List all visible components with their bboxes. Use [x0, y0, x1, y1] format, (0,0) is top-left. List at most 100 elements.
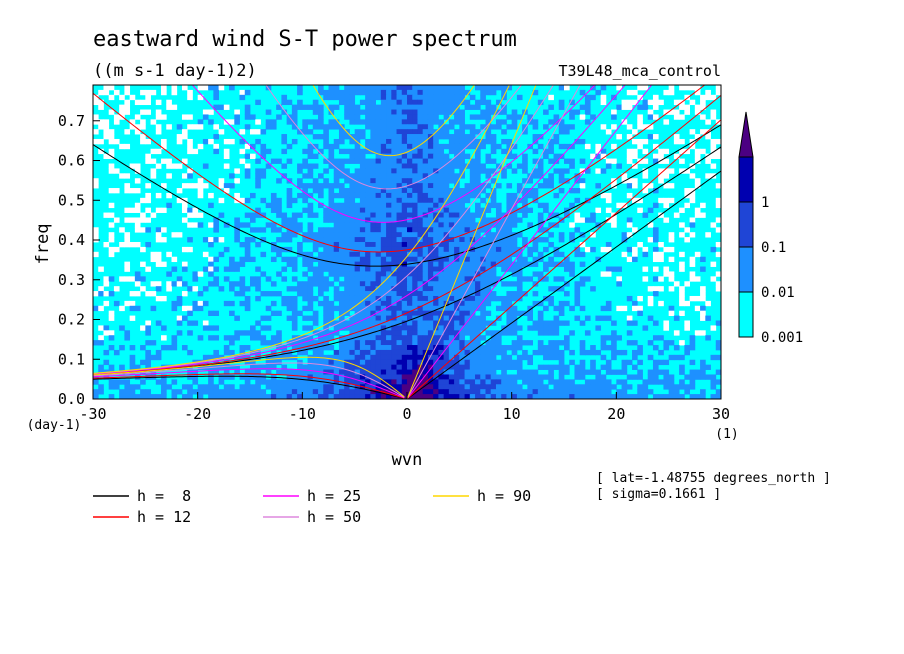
spectrum-cell	[401, 281, 408, 287]
spectrum-cell	[344, 242, 350, 248]
spectrum-cell	[668, 384, 675, 390]
spectrum-cell	[626, 183, 633, 189]
spectrum-cell	[307, 300, 314, 307]
spectrum-cell	[448, 197, 455, 204]
spectrum-cell	[480, 138, 486, 145]
spectrum-cell	[427, 153, 434, 159]
spectrum-cell	[710, 261, 717, 267]
spectrum-cell	[407, 109, 413, 115]
spectrum-cell	[365, 99, 371, 106]
spectrum-cell	[443, 168, 450, 174]
spectrum-cell	[501, 119, 507, 125]
spectrum-cell	[208, 119, 214, 125]
spectrum-cell	[328, 389, 335, 395]
spectrum-cell	[475, 261, 481, 267]
spectrum-cell	[600, 389, 607, 395]
spectrum-cell	[312, 188, 319, 194]
spectrum-cell	[255, 330, 261, 336]
spectrum-cell	[396, 291, 403, 297]
spectrum-cell	[454, 138, 460, 145]
spectrum-cell	[260, 173, 267, 179]
spectrum-cell	[213, 389, 219, 395]
spectrum-cell	[192, 305, 199, 312]
spectrum-cell	[407, 276, 413, 282]
spectrum-cell	[276, 369, 282, 375]
spectrum-cell	[119, 104, 125, 110]
spectrum-cell	[323, 374, 329, 380]
spectrum-cell	[401, 222, 408, 228]
spectrum-cell	[579, 178, 586, 184]
spectrum-cell	[338, 188, 345, 194]
spectrum-cell	[433, 281, 439, 287]
spectrum-cell	[548, 222, 554, 228]
spectrum-cell	[600, 192, 607, 199]
spectrum-cell	[553, 384, 560, 390]
spectrum-cell	[574, 291, 581, 297]
spectrum-cell	[616, 394, 622, 399]
spectrum-cell	[307, 256, 314, 263]
spectrum-cell	[265, 222, 272, 228]
spectrum-cell	[469, 320, 476, 326]
spectrum-cell	[375, 325, 382, 331]
spectrum-cell	[354, 104, 361, 110]
spectrum-cell	[564, 394, 570, 399]
spectrum-cell	[359, 207, 366, 213]
spectrum-cell	[281, 256, 288, 263]
spectrum-cell	[490, 291, 497, 297]
spectrum-cell	[527, 178, 533, 184]
spectrum-cell	[93, 291, 99, 297]
spectrum-cell	[438, 300, 445, 307]
spectrum-cell	[218, 104, 225, 110]
spectrum-cell	[459, 345, 465, 351]
spectrum-cell	[642, 276, 649, 282]
spectrum-cell	[375, 340, 382, 346]
spectrum-cell	[328, 153, 335, 159]
spectrum-cell	[663, 119, 670, 125]
spectrum-cell	[480, 281, 486, 287]
mrg-wave-curve	[93, 85, 510, 374]
spectrum-cell	[134, 168, 141, 174]
spectrum-cell	[323, 138, 329, 145]
spectrum-cell	[427, 271, 434, 277]
spectrum-cell	[443, 266, 450, 272]
spectrum-cell	[459, 379, 465, 385]
spectrum-cell	[658, 276, 664, 282]
spectrum-cell	[475, 173, 481, 179]
spectrum-cell	[312, 212, 319, 218]
spectrum-cell	[93, 251, 99, 258]
spectrum-cell	[103, 276, 110, 282]
spectrum-cell	[349, 276, 356, 282]
spectrum-cell	[590, 212, 596, 218]
spectrum-cell	[140, 379, 146, 385]
spectrum-cell	[501, 384, 507, 390]
spectrum-cell	[590, 379, 596, 385]
spectrum-cell	[527, 389, 533, 395]
spectrum-cell	[124, 384, 131, 390]
spectrum-cell	[464, 300, 471, 307]
spectrum-cell	[663, 345, 670, 351]
spectrum-cell	[270, 227, 277, 233]
spectrum-cell	[234, 168, 240, 174]
spectrum-cell	[318, 148, 324, 155]
spectrum-cell	[522, 129, 528, 135]
spectrum-cell	[469, 286, 476, 292]
spectrum-cell	[391, 330, 397, 336]
spectrum-cell	[438, 345, 445, 351]
spectrum-cell	[380, 394, 387, 399]
spectrum-cell	[270, 354, 277, 361]
spectrum-cell	[213, 281, 219, 287]
spectrum-cell	[375, 261, 382, 267]
spectrum-cell	[448, 310, 455, 316]
spectrum-cell	[344, 286, 350, 292]
spectrum-cell	[511, 281, 518, 287]
spectrum-cell	[532, 148, 539, 155]
spectrum-cell	[386, 188, 392, 194]
spectrum-cell	[255, 212, 261, 218]
spectrum-cell	[103, 349, 110, 356]
spectrum-cell	[438, 276, 445, 282]
spectrum-cell	[265, 315, 272, 321]
spectrum-cell	[422, 85, 429, 91]
spectrum-cell	[239, 222, 246, 228]
spectrum-cell	[375, 286, 382, 292]
spectrum-cell	[161, 237, 167, 243]
